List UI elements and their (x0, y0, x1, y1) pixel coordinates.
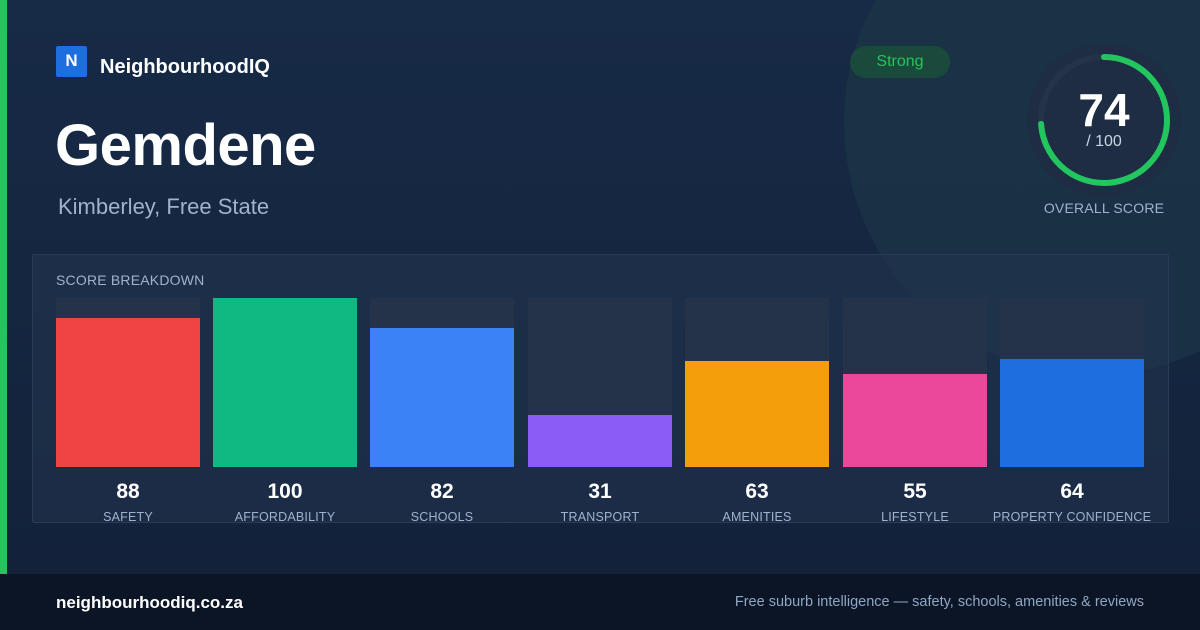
bar-category-label: SCHOOLS (410, 510, 474, 524)
bar-category-label: SAFETY (103, 510, 153, 524)
bar-column: 63 AMENITIES (685, 298, 829, 524)
share-card: N NeighbourhoodIQ Gemdene Kimberley, Fre… (0, 0, 1200, 574)
bar-category-label: TRANSPORT (560, 510, 640, 524)
bar-value-label: 100 (267, 480, 303, 503)
bar-track (685, 298, 829, 467)
footer-tagline: Free suburb intelligence — safety, schoo… (734, 594, 1144, 610)
score-breakdown-panel: SCORE BREAKDOWN 88 SAFETY 100 AFFORDABILITY… (32, 254, 1169, 524)
bar (685, 360, 829, 467)
accent-strip (0, 0, 7, 574)
rating-badge: Strong (850, 46, 950, 78)
breakdown-title: SCORE BREAKDOWN (56, 272, 205, 288)
bar-category-label: AFFORDABILITY (234, 510, 336, 524)
bar (1000, 358, 1144, 467)
bar-value-label: 82 (430, 480, 454, 503)
overall-score-label: OVERALL SCORE (1043, 200, 1165, 216)
bar-value-label: 31 (588, 480, 612, 503)
bar (56, 318, 200, 467)
bar-value-label: 64 (1060, 480, 1084, 503)
overall-score-denominator: / 100 (1086, 133, 1122, 150)
score-ring-fill (1038, 54, 1170, 186)
bar-column: 88 SAFETY (56, 298, 200, 524)
bar-track (528, 298, 672, 467)
bar-value-label: 63 (745, 480, 769, 503)
bar-category-label: LIFESTYLE (881, 510, 949, 524)
bar (370, 328, 514, 467)
score-ring (1027, 43, 1181, 197)
bar-category-label: AMENITIES (722, 510, 792, 524)
bar-column: 31 TRANSPORT (528, 298, 672, 524)
bar (213, 298, 357, 467)
brand-name: NeighbourhoodIQ (100, 55, 270, 78)
suburb-location: Kimberley, Free State (58, 194, 270, 219)
suburb-title: Gemdene (55, 113, 316, 178)
bar-value-label: 55 (903, 480, 927, 503)
bar-track (370, 298, 514, 467)
bar-category-label: PROPERTY CONFIDENCE (992, 510, 1152, 524)
bar-value-label: 88 (116, 480, 140, 503)
brand: N NeighbourhoodIQ (56, 45, 270, 78)
bar-column: 100 AFFORDABILITY (213, 298, 357, 524)
bar-column: 82 SCHOOLS (370, 298, 514, 524)
brand-logo-icon: N (56, 45, 87, 77)
bar (528, 414, 672, 467)
overall-score-gauge: 74 / 100 (1027, 43, 1181, 197)
bar-track (1000, 298, 1144, 467)
footer: neighbourhoodiq.co.za Free suburb intell… (0, 574, 1200, 630)
footer-domain: neighbourhoodiq.co.za (56, 593, 243, 612)
bar-track (213, 298, 357, 467)
bar-track (843, 298, 987, 467)
bar-column: 64 PROPERTY CONFIDENCE (993, 298, 1151, 524)
bar (843, 374, 987, 467)
bar-column: 55 LIFESTYLE (843, 298, 987, 524)
overall-score-value: 74 (1078, 84, 1130, 136)
bar-track (56, 298, 200, 467)
